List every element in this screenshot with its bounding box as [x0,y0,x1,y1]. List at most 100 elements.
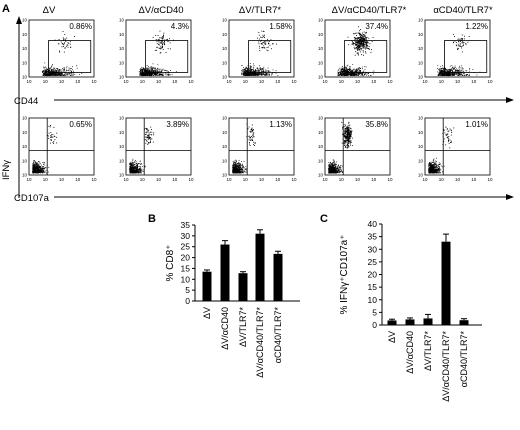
flow-event [38,169,39,171]
flow-event [362,72,364,74]
flow-event [40,166,41,167]
flow-event [341,67,343,69]
flow-event [33,160,35,161]
flow-event [240,163,241,165]
flow-event [145,73,146,75]
flow-event [42,170,43,172]
flow-event [356,35,357,36]
flow-event [339,67,341,69]
flow-event [355,74,356,76]
flow-event [129,169,131,171]
flow-event [52,71,54,73]
flow-event [359,67,361,68]
flow-event [145,67,147,69]
flow-event [275,70,277,72]
flow-event [39,168,41,170]
flow-event [243,67,244,69]
flow-event [358,73,359,75]
flow-event [253,132,255,134]
flow-event [154,72,156,74]
flow-event [146,139,147,141]
flow-event [47,69,49,71]
flow-event [38,171,40,172]
flow-event [265,73,266,75]
flow-event [50,142,51,144]
flow-event [35,171,36,173]
flow-event [263,70,265,72]
flow-event [34,170,36,172]
flow-event [45,75,47,77]
flow-event [457,70,459,72]
flow-event [459,67,461,68]
flow-event [153,75,155,76]
flow-event [264,74,266,76]
flow-event [244,168,246,170]
flow-event [140,163,142,164]
flow-event [140,73,142,75]
flow-event [342,73,344,74]
flow-event [244,74,245,75]
flow-event [167,74,169,75]
flow-event [52,75,54,76]
flow-event [261,30,263,32]
flow-event [45,73,47,75]
flow-event [360,37,361,39]
flow-event [464,74,466,76]
flow-event [241,169,242,170]
flow-event [446,74,448,76]
flow-event [157,35,159,36]
flow-event [146,70,148,71]
flow-event [38,162,40,164]
flow-event [255,73,257,75]
flow-event [238,167,239,168]
flow-event [361,54,362,56]
flow-event [134,171,135,172]
flow-event [53,143,55,144]
flow-event [242,69,243,71]
flow-event [458,71,460,73]
flow-event [343,67,345,69]
flow-event [163,42,165,44]
flow-event [69,41,71,43]
flow-event [263,36,265,37]
flow-event [356,43,357,45]
x-tick-label: 10 [123,79,129,84]
flow-event [347,74,349,75]
flow-event [469,75,470,76]
flow-event [238,167,240,168]
flow-event [255,71,257,73]
flow-event [76,65,77,67]
y-tick-label: 10 [22,130,28,135]
flow-event [130,168,132,170]
flow-event [130,163,131,165]
flow-event [158,72,159,74]
flow-event [355,44,356,46]
flow-event [135,171,137,173]
x-tick-label: 10 [322,177,328,182]
flow-event [459,74,461,75]
flow-plot-frame [125,117,192,176]
flow-event [368,75,370,76]
flow-event [455,69,456,71]
flow-event [50,69,52,71]
flow-event [40,169,42,171]
flow-event [362,42,363,44]
flow-event [135,169,137,171]
flow-event [56,71,57,72]
flow-event [65,41,67,43]
flow-event [151,131,153,133]
flow-event [46,70,48,72]
flow-event [129,167,131,169]
flow-event [340,75,342,76]
flow-event [131,172,132,173]
flow-event [244,68,246,69]
flow-event [234,172,236,173]
flow-event [46,74,48,76]
flow-event [51,71,53,73]
flow-event [346,65,348,67]
flow-event [238,169,240,171]
flow-event [363,45,365,47]
flow-event [51,136,53,138]
flow-event [250,139,252,140]
flow-event [137,164,138,166]
